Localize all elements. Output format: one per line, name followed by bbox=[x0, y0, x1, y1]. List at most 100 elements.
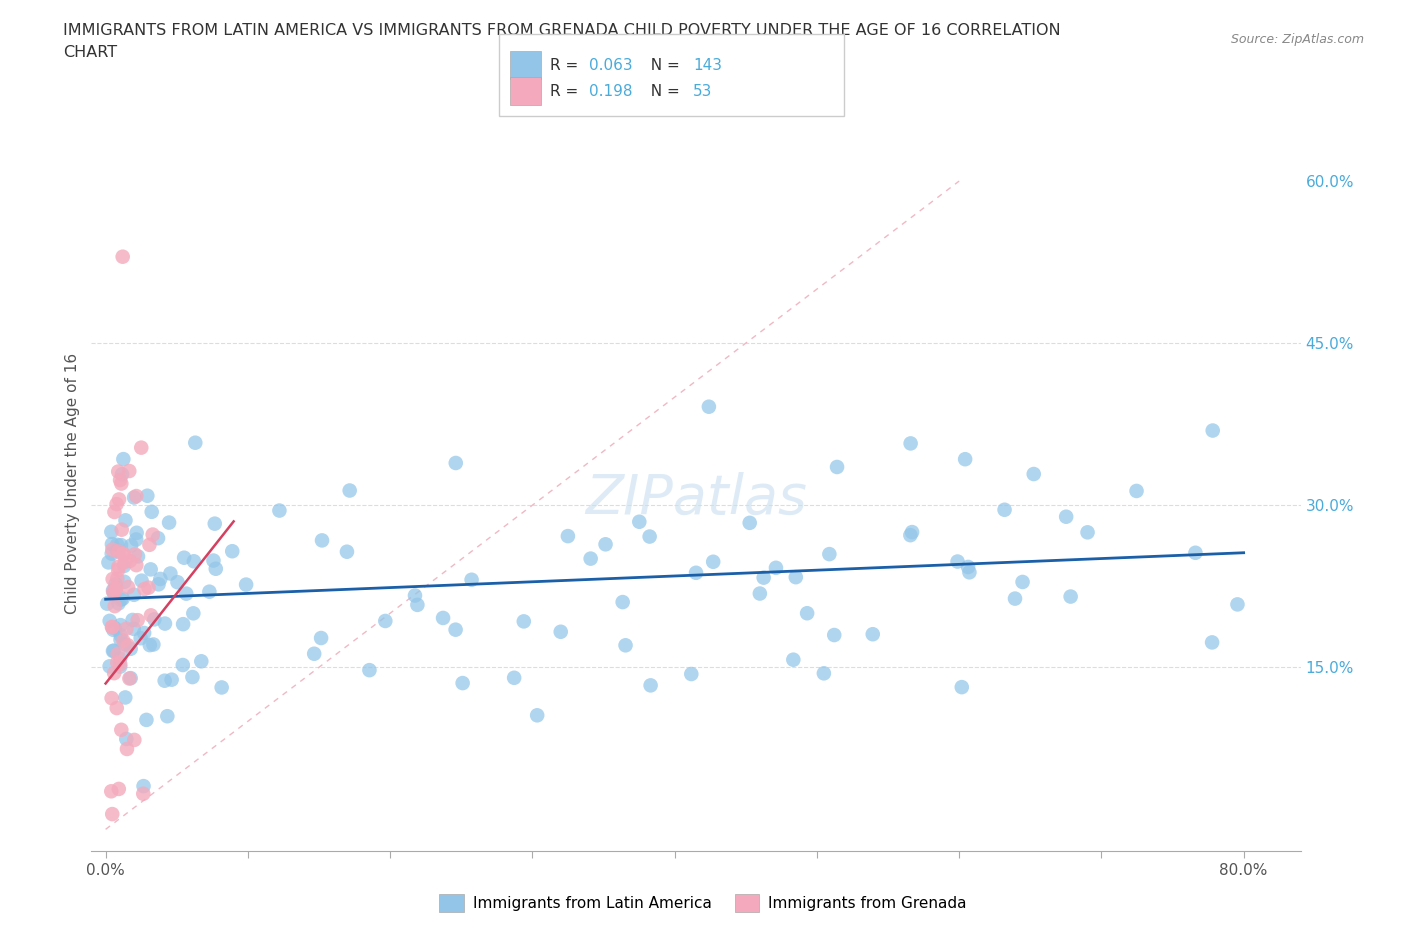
Text: ZIPatlas: ZIPatlas bbox=[585, 472, 807, 525]
Point bbox=[235, 578, 257, 592]
Point bbox=[105, 543, 128, 558]
Point bbox=[579, 551, 602, 566]
Point bbox=[107, 563, 129, 578]
Point bbox=[166, 575, 188, 590]
Point bbox=[141, 504, 163, 519]
Point bbox=[550, 624, 572, 639]
Point bbox=[173, 551, 195, 565]
Point bbox=[748, 586, 770, 601]
Point bbox=[697, 399, 720, 414]
Point bbox=[628, 514, 651, 529]
Point bbox=[950, 680, 973, 695]
Point bbox=[1022, 467, 1045, 482]
Point bbox=[112, 637, 135, 652]
Point bbox=[374, 614, 396, 629]
Text: IMMIGRANTS FROM LATIN AMERICA VS IMMIGRANTS FROM GRENADA CHILD POVERTY UNDER THE: IMMIGRANTS FROM LATIN AMERICA VS IMMIGRA… bbox=[63, 23, 1062, 38]
Point bbox=[101, 619, 124, 634]
Point bbox=[993, 502, 1015, 517]
Point bbox=[101, 644, 124, 658]
Point bbox=[105, 571, 128, 586]
Point bbox=[101, 806, 124, 821]
Point bbox=[211, 680, 233, 695]
Point bbox=[221, 544, 243, 559]
Point bbox=[765, 561, 787, 576]
Point bbox=[702, 554, 724, 569]
Text: N =: N = bbox=[641, 58, 685, 73]
Text: Source: ZipAtlas.com: Source: ZipAtlas.com bbox=[1230, 33, 1364, 46]
Point bbox=[198, 584, 221, 599]
Point bbox=[1226, 597, 1249, 612]
Point bbox=[138, 580, 160, 595]
Point bbox=[138, 538, 160, 552]
Point bbox=[112, 559, 135, 574]
Point bbox=[1201, 635, 1223, 650]
Point bbox=[125, 532, 148, 547]
Point bbox=[117, 579, 139, 594]
Point bbox=[432, 610, 454, 625]
Point bbox=[111, 591, 134, 606]
Point bbox=[901, 525, 924, 539]
Point bbox=[1184, 545, 1206, 560]
Point bbox=[526, 708, 548, 723]
Point bbox=[108, 659, 131, 674]
Point bbox=[818, 547, 841, 562]
Point bbox=[302, 646, 325, 661]
Point bbox=[149, 572, 172, 587]
Point bbox=[451, 675, 474, 690]
Point bbox=[103, 644, 125, 658]
Point bbox=[640, 678, 662, 693]
Point bbox=[796, 605, 818, 620]
Point bbox=[183, 554, 205, 569]
Point bbox=[513, 614, 536, 629]
Point bbox=[898, 527, 921, 542]
Point bbox=[108, 472, 131, 487]
Point bbox=[112, 547, 135, 562]
Point bbox=[120, 671, 142, 685]
Point bbox=[110, 538, 132, 552]
Point bbox=[118, 671, 141, 686]
Point bbox=[359, 663, 381, 678]
Point bbox=[115, 741, 138, 756]
Point bbox=[104, 577, 127, 591]
Point bbox=[115, 732, 138, 747]
Point bbox=[120, 642, 142, 657]
Point bbox=[190, 654, 212, 669]
Point bbox=[681, 667, 703, 682]
Point bbox=[118, 553, 141, 568]
Point bbox=[406, 597, 429, 612]
Point bbox=[135, 712, 157, 727]
Point bbox=[129, 631, 152, 645]
Point bbox=[107, 646, 129, 661]
Point bbox=[957, 560, 980, 575]
Point bbox=[120, 538, 142, 553]
Point bbox=[124, 733, 146, 748]
Point bbox=[105, 655, 128, 670]
Text: 0.063: 0.063 bbox=[589, 58, 633, 73]
Point bbox=[204, 562, 226, 577]
Point bbox=[503, 671, 526, 685]
Point bbox=[1125, 484, 1147, 498]
Point bbox=[160, 672, 183, 687]
Point bbox=[100, 546, 122, 561]
Point bbox=[114, 554, 136, 569]
Text: 53: 53 bbox=[693, 84, 713, 99]
Point bbox=[143, 612, 166, 627]
Point bbox=[111, 467, 134, 482]
Point bbox=[121, 613, 143, 628]
Point bbox=[612, 594, 634, 609]
Text: 143: 143 bbox=[693, 58, 723, 73]
Point bbox=[96, 596, 118, 611]
Point bbox=[110, 618, 132, 632]
Point bbox=[111, 523, 134, 538]
Point bbox=[785, 570, 807, 585]
Point bbox=[139, 562, 162, 577]
Point bbox=[104, 583, 127, 598]
Point bbox=[153, 617, 176, 631]
Point bbox=[107, 559, 129, 574]
Point bbox=[101, 584, 124, 599]
Point bbox=[204, 516, 226, 531]
Point bbox=[752, 570, 775, 585]
Text: CHART: CHART bbox=[63, 45, 117, 60]
Point bbox=[557, 528, 579, 543]
Point bbox=[122, 621, 145, 636]
